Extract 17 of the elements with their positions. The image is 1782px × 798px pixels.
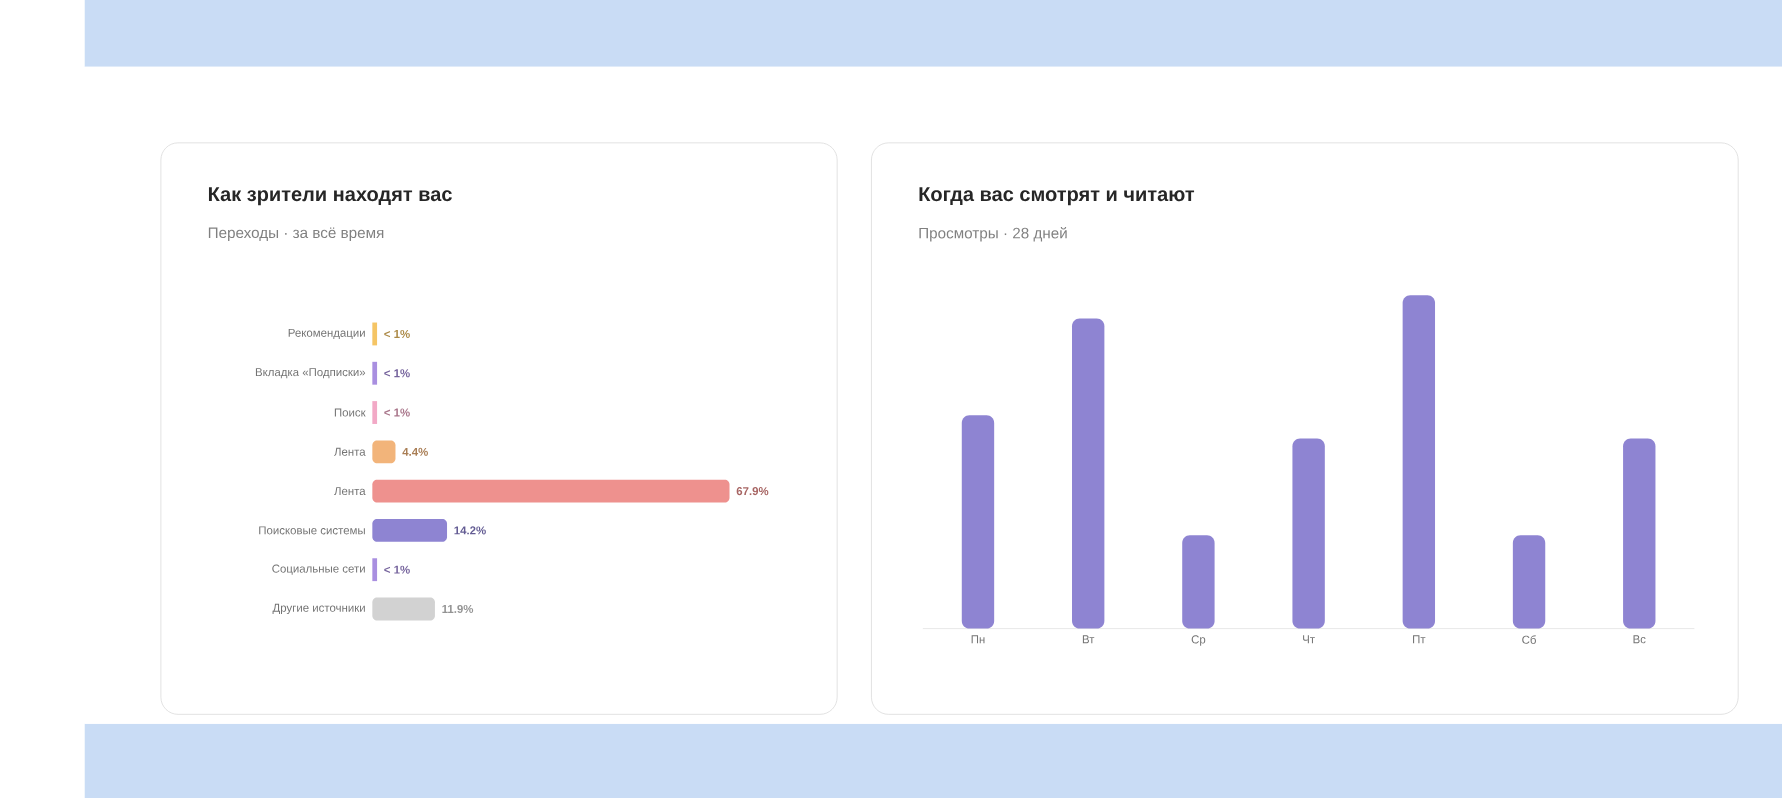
bar <box>1402 295 1436 629</box>
bar <box>1292 438 1325 629</box>
bar <box>372 440 396 464</box>
bar <box>372 361 378 385</box>
bar <box>1182 535 1215 629</box>
bar <box>1623 438 1656 629</box>
bar <box>372 401 378 424</box>
bar <box>1512 535 1546 629</box>
bar <box>372 558 378 582</box>
chart-title: Как зрители находят вас <box>208 187 452 206</box>
bar <box>372 479 730 503</box>
chart-title: Когда вас смотрят и читают <box>919 187 1195 206</box>
bar <box>1072 318 1105 629</box>
bar <box>372 322 378 346</box>
bar <box>961 415 995 629</box>
bar <box>372 597 435 621</box>
bar <box>372 518 448 542</box>
